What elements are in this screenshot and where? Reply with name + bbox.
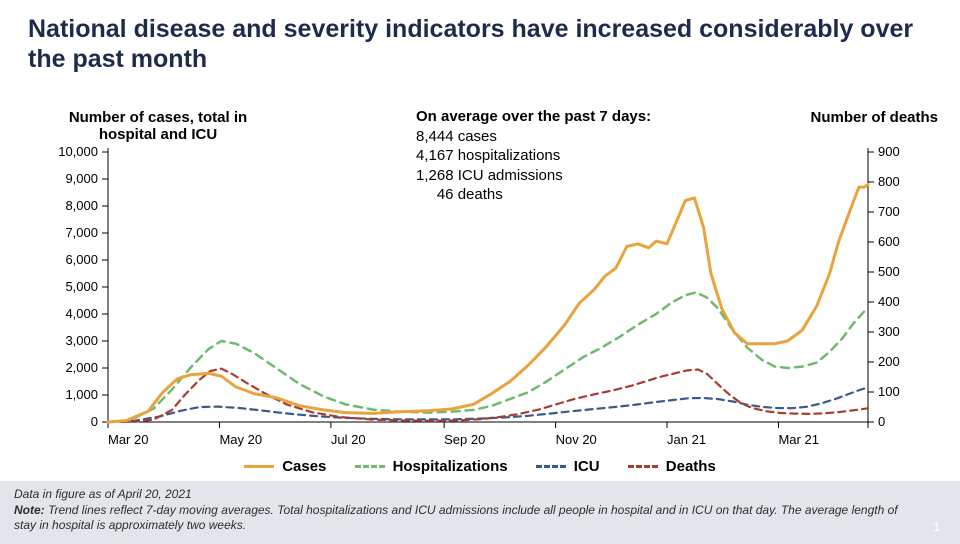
legend: Cases Hospitalizations ICU Deaths [0, 455, 960, 475]
y1-tick-label: 2,000 [65, 360, 98, 375]
footnote-note: Note: Trend lines reflect 7-day moving a… [14, 503, 902, 534]
x-tick-label: Mar 20 [108, 432, 148, 447]
y2-tick-label: 0 [878, 414, 885, 429]
y2-tick-label: 900 [878, 144, 900, 159]
y2-tick-label: 100 [878, 384, 900, 399]
line-chart: 0 1,000 2,000 3,000 4,000 5,000 6,000 7,000 8,00… [0, 0, 960, 470]
slide: National disease and severity indicators… [0, 0, 960, 544]
y1-tick-label: 0 [91, 414, 98, 429]
x-tick-label: Mar 21 [778, 432, 818, 447]
legend-item-cases: Cases [244, 458, 326, 475]
y2-tick-label: 600 [878, 234, 900, 249]
legend-item-deaths: Deaths [628, 458, 716, 475]
series-cases [108, 184, 868, 422]
footnote-note-label: Note: [14, 503, 45, 517]
y1-tick-label: 7,000 [65, 225, 98, 240]
legend-swatch-icu [536, 465, 566, 468]
x-tick-label: May 20 [219, 432, 262, 447]
legend-swatch-deaths [628, 465, 658, 468]
x-tick-label: Jul 20 [331, 432, 366, 447]
y1-tick-label: 10,000 [58, 144, 98, 159]
series-icu [108, 387, 868, 422]
legend-label-deaths: Deaths [666, 458, 716, 475]
legend-item-hospitalizations: Hospitalizations [355, 458, 508, 475]
y1-tick-label: 4,000 [65, 306, 98, 321]
y1-tick-label: 5,000 [65, 279, 98, 294]
x-tick-label: Nov 20 [556, 432, 597, 447]
legend-swatch-cases [244, 465, 274, 468]
y1-tick-label: 3,000 [65, 333, 98, 348]
x-tick-label: Jan 21 [667, 432, 706, 447]
y2-tick-label: 500 [878, 264, 900, 279]
y2-tick-label: 800 [878, 174, 900, 189]
series-hospitalizations [108, 292, 868, 422]
footnote-note-text: Trend lines reflect 7-day moving average… [14, 503, 898, 533]
y1-tick-label: 8,000 [65, 198, 98, 213]
y1-tick-label: 6,000 [65, 252, 98, 267]
y2-tick-label: 300 [878, 324, 900, 339]
legend-label-hospitalizations: Hospitalizations [393, 458, 508, 475]
legend-item-icu: ICU [536, 458, 600, 475]
y1-tick-label: 1,000 [65, 387, 98, 402]
page-number: 1 [933, 520, 940, 536]
footnote-date: Data in figure as of April 20, 2021 [14, 487, 902, 503]
legend-swatch-hospitalizations [355, 465, 385, 468]
y2-tick-label: 700 [878, 204, 900, 219]
footnote: Data in figure as of April 20, 2021 Note… [0, 481, 960, 544]
y2-tick-label: 400 [878, 294, 900, 309]
y2-tick-label: 200 [878, 354, 900, 369]
y1-tick-label: 9,000 [65, 171, 98, 186]
legend-label-icu: ICU [574, 458, 600, 475]
legend-label-cases: Cases [282, 458, 326, 475]
x-tick-label: Sep 20 [444, 432, 485, 447]
